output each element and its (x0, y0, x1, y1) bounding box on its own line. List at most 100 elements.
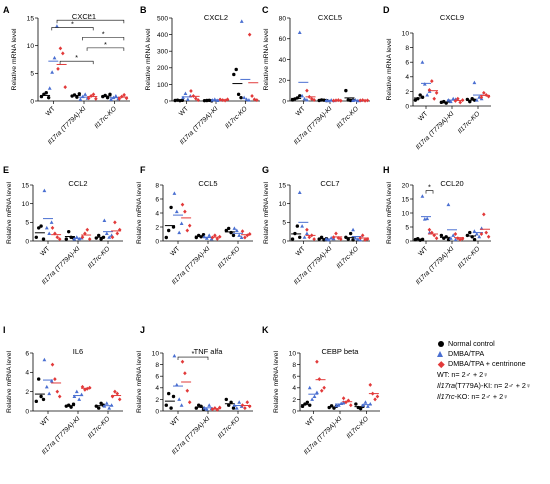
data-point-dmba (107, 406, 112, 410)
data-point-dmba (365, 404, 370, 408)
data-point-dmba (237, 233, 242, 237)
data-point-control (348, 231, 353, 236)
data-point-control (231, 233, 236, 238)
significance-star: * (71, 19, 74, 28)
data-point-dmba (183, 91, 188, 96)
y-tick-label: 8 (405, 45, 409, 52)
x-tick-label: Il17rc-KO (457, 245, 482, 270)
y-axis-label: Relative mRNA level (11, 28, 18, 90)
data-point-centrinone (58, 46, 63, 51)
data-point-centrinone (87, 237, 92, 242)
data-point-centrinone (122, 92, 126, 97)
data-point-control (232, 72, 236, 77)
data-point-control (444, 235, 448, 239)
legend-n-group: Il17ra (437, 381, 455, 390)
data-point-centrinone (53, 377, 57, 382)
y-tick-label: 0 (405, 238, 409, 245)
legend-label-centrinone: DMBA/TPA + centrinone (448, 359, 526, 368)
x-tick-label: WT (417, 245, 429, 257)
data-point-centrinone (479, 95, 484, 100)
y-axis-label: Relative mRNA level (6, 182, 13, 244)
data-point-control (169, 205, 173, 210)
y-tick-label: 0 (155, 238, 159, 245)
y-tick-label: 60 (279, 36, 287, 43)
x-tick-label: Il17rc-KO (335, 245, 360, 270)
data-point-control (239, 95, 243, 100)
y-tick-label: 5 (405, 224, 409, 231)
y-tick-label: 2 (405, 89, 409, 96)
data-point-centrinone (187, 400, 192, 405)
data-point-dmba (477, 234, 482, 239)
data-point-centrinone (245, 400, 250, 405)
data-point-dmba (47, 86, 52, 90)
data-point-dmba (247, 98, 251, 102)
y-tick-label: 8 (155, 182, 159, 189)
y-tick-label: 500 (157, 15, 168, 22)
data-point-centrinone (245, 233, 250, 238)
data-point-dmba (448, 99, 453, 104)
y-axis-label: Relative mRNA level (136, 182, 143, 244)
data-point-centrinone (247, 232, 252, 236)
panel-title: CCL2 (68, 179, 87, 188)
data-point-dmba (113, 94, 118, 98)
data-point-dmba (351, 227, 355, 232)
data-point-centrinone (373, 397, 377, 402)
data-point-dmba (181, 95, 185, 100)
data-point-control (171, 394, 176, 399)
y-tick-label: 4 (155, 385, 159, 392)
x-tick-label: Il17rc-KO (217, 245, 242, 270)
data-point-control (290, 237, 295, 241)
data-point-control (229, 400, 233, 404)
data-point-control (167, 228, 171, 233)
data-point-centrinone (94, 96, 98, 101)
data-point-control (298, 94, 302, 98)
data-point-centrinone (63, 85, 68, 90)
significance-bracket (59, 60, 94, 65)
legend-n-text: : n= 2♂ + 2♀ (447, 370, 489, 379)
y-tick-label: 10 (279, 201, 287, 208)
legend: Normal control DMBA/TPA DMBA/TPA + centr… (437, 339, 549, 402)
data-point-dmba (305, 97, 309, 102)
data-point-centrinone (250, 94, 254, 99)
y-tick-label: 0 (292, 408, 296, 415)
data-point-dmba (50, 70, 55, 74)
data-point-centrinone (110, 235, 115, 240)
panel-letter: C (262, 5, 269, 15)
data-point-dmba (55, 24, 59, 28)
data-point-control (41, 397, 46, 402)
data-point-control (194, 235, 198, 240)
x-tick-label: WT (178, 105, 190, 117)
panel-letter: D (383, 5, 390, 15)
data-point-control (300, 404, 305, 409)
panel-title: CXCL1 (72, 12, 96, 21)
legend-item-dmba: DMBA/TPA (437, 349, 549, 359)
data-point-control (346, 237, 350, 241)
data-point-dmba (102, 218, 107, 222)
data-point-centrinone (91, 92, 96, 97)
y-tick-label: 6 (25, 350, 29, 357)
data-point-dmba (234, 228, 239, 232)
x-tick-label: WT (45, 105, 57, 117)
legend-n-il17rc: Il17rc-KO: n= 2♂ + 2♀ (437, 392, 549, 402)
x-tick-label: Il17rc-KO (224, 105, 249, 130)
data-point-dmba (232, 226, 237, 230)
y-tick-label: 5 (25, 220, 29, 227)
y-tick-label: 10 (27, 43, 35, 50)
y-tick-label: 6 (292, 374, 296, 381)
data-point-dmba (174, 209, 179, 214)
data-point-centrinone (215, 407, 220, 412)
x-tick-label: WT (417, 110, 429, 122)
data-point-centrinone (113, 389, 117, 394)
data-point-dmba (446, 202, 451, 207)
data-point-control (468, 99, 472, 104)
panel-letter: F (140, 165, 146, 175)
data-point-centrinone (434, 90, 439, 95)
significance-star: * (89, 12, 92, 21)
panel-title: CCL20 (440, 179, 463, 188)
data-point-dmba (44, 384, 49, 389)
data-point-centrinone (427, 87, 432, 92)
data-point-dmba (172, 353, 177, 358)
data-point-control (224, 397, 228, 402)
data-point-control (227, 403, 231, 407)
